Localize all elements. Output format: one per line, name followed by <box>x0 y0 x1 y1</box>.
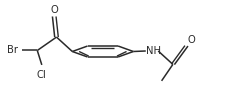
Text: O: O <box>50 5 58 15</box>
Text: O: O <box>187 35 194 45</box>
Text: NH: NH <box>146 46 160 56</box>
Text: Cl: Cl <box>37 70 47 80</box>
Text: Br: Br <box>7 45 18 56</box>
